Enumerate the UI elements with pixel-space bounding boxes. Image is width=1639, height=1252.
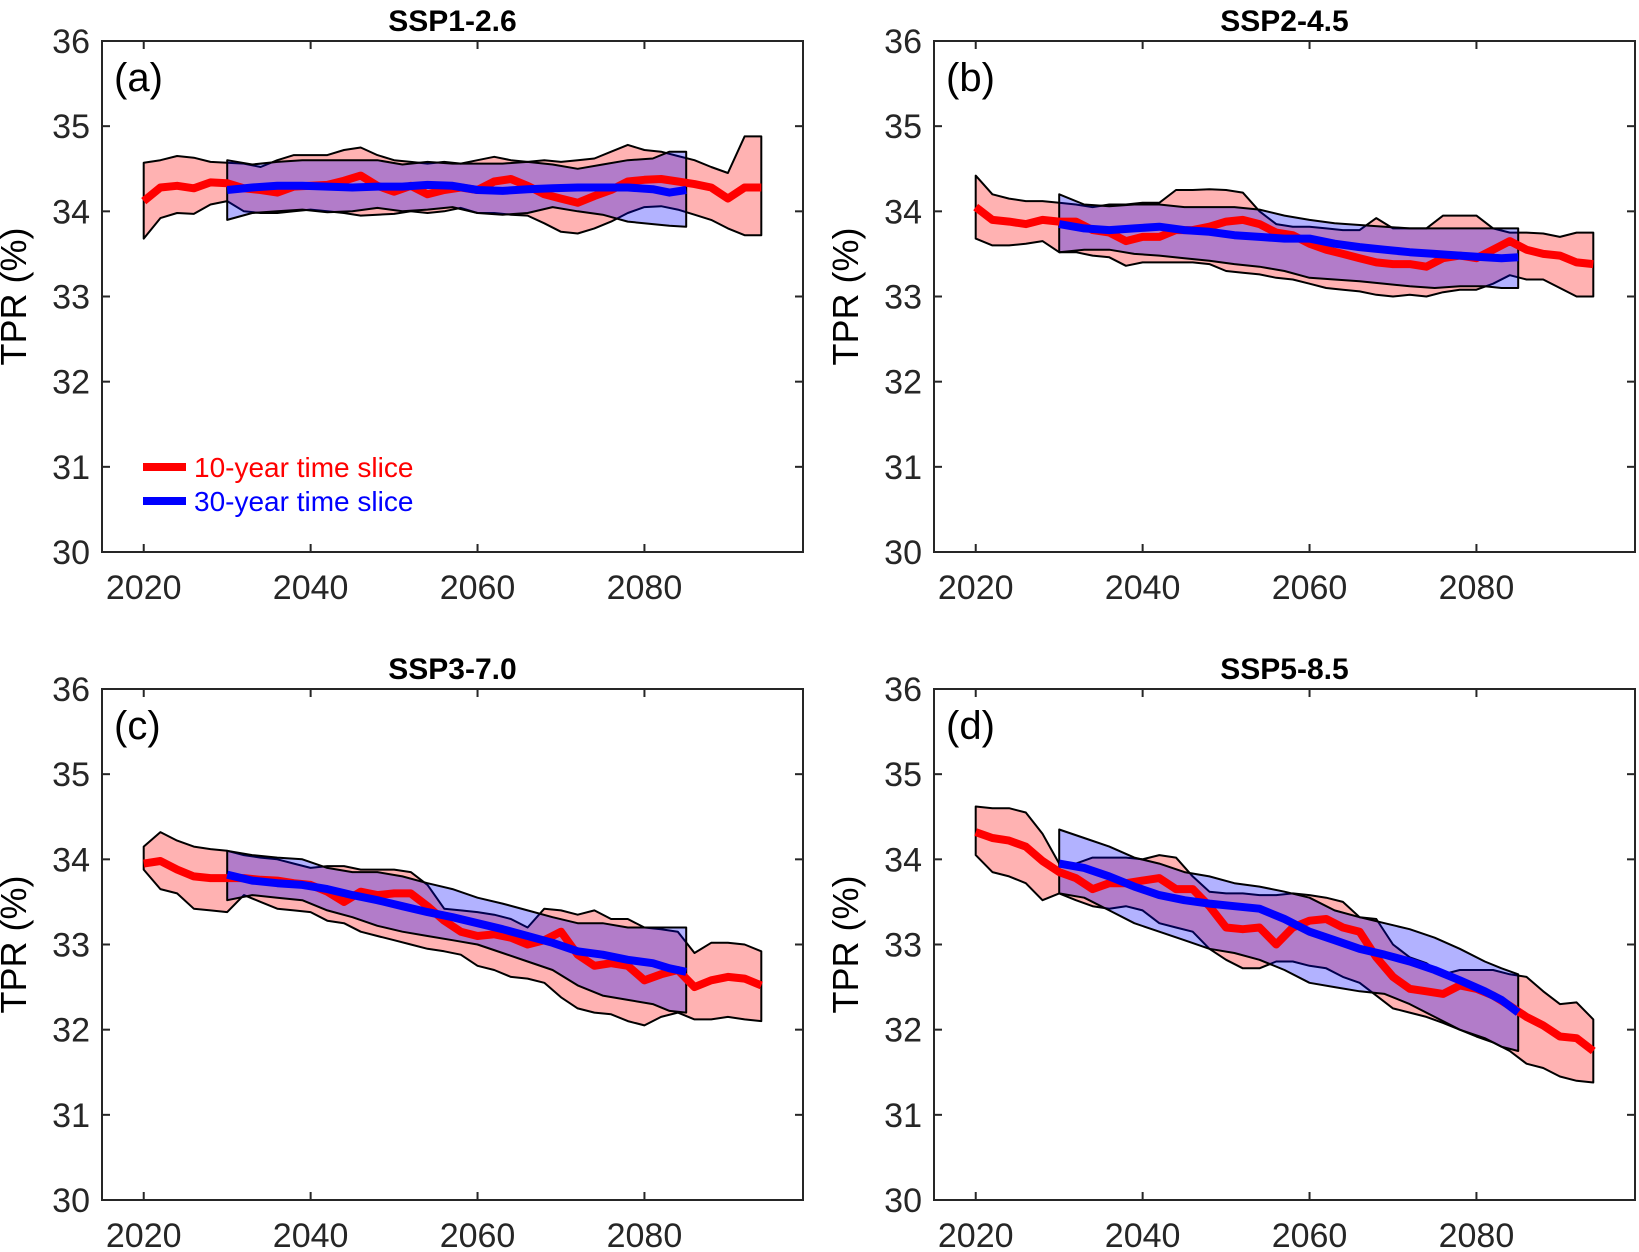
x-tick-label: 2060 — [440, 569, 516, 607]
panel-letter: (c) — [114, 704, 161, 748]
x-tick-label: 2080 — [607, 569, 683, 607]
x-tick-label: 2060 — [1272, 1217, 1348, 1252]
x-tick-label: 2020 — [106, 1217, 182, 1252]
uncertainty-band-30yr — [1058, 828, 1520, 1052]
panel-a: 30 31 32 33 34 35 36 2020 2040 2060 2080 SSP1-2.6 (a… — [0, 5, 804, 607]
mean-line-10yr — [973, 203, 1594, 271]
x-tick-label: 2060 — [440, 1217, 516, 1252]
y-tick-label: 31 — [52, 1097, 90, 1135]
panel-title: SSP5-8.5 — [1220, 653, 1348, 686]
y-tick-label: 30 — [884, 1182, 922, 1220]
x-tick-label: 2020 — [106, 569, 182, 607]
y-tick-label: 36 — [884, 671, 922, 709]
panel-d: 30 31 32 33 34 35 36 2020 2040 2060 2080 SSP5-8.5 (d… — [825, 653, 1636, 1252]
y-tick-label: 34 — [52, 841, 90, 879]
x-tick-label: 2040 — [1105, 1217, 1181, 1252]
axes-box — [933, 40, 1636, 553]
x-tick-label: 2080 — [607, 1217, 683, 1252]
y-axis-label: TPR (%) — [0, 228, 34, 366]
panel-title: SSP1-2.6 — [388, 5, 516, 38]
y-axis-label: TPR (%) — [0, 876, 34, 1014]
mean-line-30yr — [1058, 859, 1521, 1016]
x-tick-label: 2080 — [1439, 569, 1515, 607]
y-tick-label: 35 — [884, 108, 922, 146]
y-tick-label: 33 — [52, 927, 90, 965]
y-tick-label: 33 — [884, 279, 922, 317]
x-tick-label: 2040 — [273, 569, 349, 607]
y-tick-label: 34 — [52, 193, 90, 231]
legend-label-30yr: 30-year time slice — [194, 486, 413, 517]
panel-letter: (d) — [946, 704, 995, 748]
y-tick-label: 34 — [884, 841, 922, 879]
mean-line-30yr — [226, 180, 687, 197]
y-axis-label: TPR (%) — [825, 876, 866, 1014]
y-axis-label: TPR (%) — [825, 228, 866, 366]
x-tick-label: 2080 — [1439, 1217, 1515, 1252]
y-tick-label: 32 — [884, 1012, 922, 1050]
panel-b: 30 31 32 33 34 35 36 2020 2040 2060 2080 SSP2-4.5 (b… — [825, 5, 1636, 607]
x-tick-label: 2020 — [938, 569, 1014, 607]
y-tick-label: 32 — [52, 1012, 90, 1050]
y-tick-label: 36 — [52, 671, 90, 709]
x-tick-label: 2040 — [273, 1217, 349, 1252]
panel-c: 30 31 32 33 34 35 36 2020 2040 2060 2080 SSP3-7.0 (c… — [0, 653, 804, 1252]
y-tick-label: 32 — [884, 364, 922, 402]
y-tick-label: 34 — [884, 193, 922, 231]
panel-title: SSP3-7.0 — [388, 653, 516, 686]
mean-line-30yr — [1058, 220, 1519, 263]
y-tick-label: 35 — [52, 756, 90, 794]
uncertainty-band-10yr — [974, 805, 1595, 1084]
y-tick-label: 36 — [884, 23, 922, 61]
y-tick-label: 31 — [884, 1097, 922, 1135]
y-tick-label: 32 — [52, 364, 90, 402]
y-tick-label: 31 — [52, 449, 90, 487]
y-tick-label: 30 — [52, 1182, 90, 1220]
x-tick-label: 2020 — [938, 1217, 1014, 1252]
y-tick-label: 33 — [52, 279, 90, 317]
y-tick-label: 30 — [884, 534, 922, 572]
panel-letter: (a) — [114, 56, 163, 100]
y-tick-label: 35 — [52, 108, 90, 146]
x-tick-label: 2040 — [1105, 569, 1181, 607]
x-tick-label: 2060 — [1272, 569, 1348, 607]
mean-line-30yr — [226, 870, 688, 976]
legend-label-10yr: 10-year time slice — [194, 452, 413, 483]
y-tick-label: 31 — [884, 449, 922, 487]
y-tick-label: 36 — [52, 23, 90, 61]
panel-title: SSP2-4.5 — [1220, 5, 1348, 38]
y-tick-label: 33 — [884, 927, 922, 965]
y-tick-label: 35 — [884, 756, 922, 794]
y-tick-label: 30 — [52, 534, 90, 572]
panel-letter: (b) — [946, 56, 995, 100]
